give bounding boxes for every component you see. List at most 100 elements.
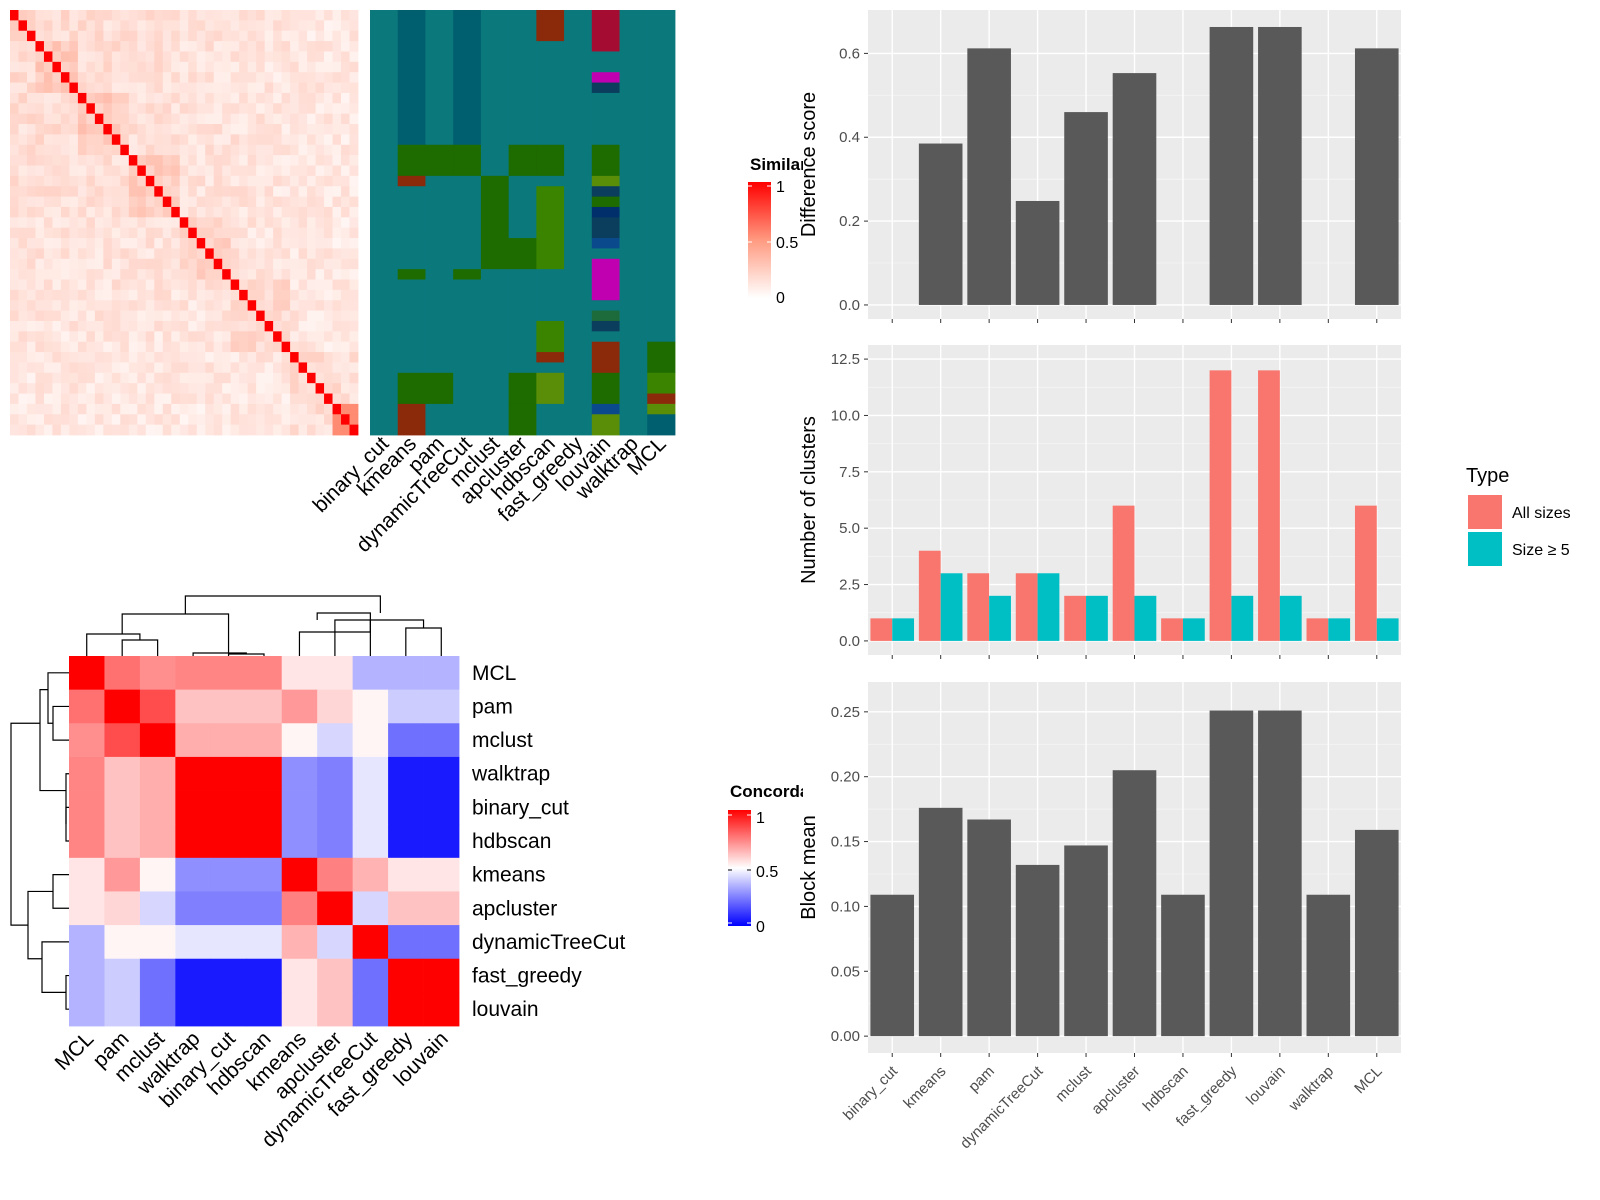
similarity-cell (341, 155, 350, 166)
similarity-cell (128, 341, 138, 353)
similarity-cell (103, 362, 113, 374)
similarity-cell (341, 72, 350, 83)
similarity-cell (179, 103, 189, 115)
similarity-cell (230, 289, 240, 301)
similarity-cell (69, 279, 79, 291)
similarity-cell (128, 320, 138, 332)
similarity-cell (145, 206, 155, 218)
concordance-cell (388, 689, 424, 724)
row-label-MCL: MCL (472, 662, 516, 685)
similarity-cell (154, 383, 164, 394)
similarity-cell (120, 196, 130, 208)
similarity-cell (264, 124, 274, 135)
similarity-cell (349, 279, 359, 291)
similarity-cell (69, 393, 79, 405)
similarity-cell (43, 196, 53, 208)
similarity-cell (26, 372, 36, 384)
similarity-cell (307, 103, 316, 115)
similarity-cell (171, 403, 181, 415)
similarity-cell (196, 258, 206, 270)
similarity-cell (162, 41, 172, 52)
similarity-cell (171, 269, 181, 280)
concordance-cell (388, 891, 424, 926)
similarity-cell (60, 175, 70, 187)
similarity-cell (120, 134, 130, 146)
similarity-cell (222, 217, 232, 229)
similarity-cell (281, 144, 291, 156)
bar-kmeans (918, 143, 963, 305)
similarity-cell (86, 113, 96, 125)
similarity-cell (10, 82, 19, 94)
similarity-cell (52, 248, 62, 260)
similarity-cell (52, 124, 62, 135)
similarity-cell (103, 51, 113, 63)
similarity-cell (60, 424, 70, 436)
similarity-cell (86, 196, 96, 208)
similarity-cell (281, 72, 291, 83)
similarity-cell (298, 331, 308, 343)
similarity-cell (332, 113, 342, 125)
similarity-cell (290, 206, 299, 218)
concordance-cell (281, 857, 318, 892)
similarity-cell (205, 196, 215, 208)
similarity-cell (86, 10, 96, 21)
class-cell (397, 269, 426, 280)
class-cell (591, 217, 620, 239)
similarity-heatmap (10, 10, 359, 436)
similarity-cell (315, 72, 325, 83)
similarity-cell (247, 424, 257, 436)
similarity-cell (26, 10, 36, 21)
similarity-cell (154, 362, 164, 374)
class-cell (397, 238, 426, 270)
similarity-cell (137, 300, 147, 312)
similarity-cell (52, 383, 62, 394)
class-cell (480, 269, 510, 436)
similarity-cell (281, 165, 291, 177)
similarity-cell (230, 352, 240, 363)
similarity-cell (171, 196, 181, 208)
similarity-cell (349, 424, 359, 436)
class-method-labels: binary_cutkmeanspamdynamicTreeCutmclusta… (309, 432, 671, 557)
concordance-cell (423, 656, 460, 691)
similarity-cell (18, 341, 28, 353)
similarity-cell (35, 20, 45, 32)
similarity-cell (256, 269, 266, 280)
similarity-cell (120, 424, 130, 436)
similarity-cell (145, 258, 155, 270)
similarity-cell (298, 248, 308, 260)
similarity-cell (196, 186, 206, 197)
concordance-cell (104, 857, 141, 892)
similarity-cell (298, 82, 308, 94)
concordance-column-dendrogram (86, 595, 442, 656)
similarity-cell (307, 82, 316, 94)
similarity-cell (77, 331, 87, 343)
similarity-cell (205, 217, 215, 229)
similarity-cell (162, 248, 172, 260)
similarity-cell (162, 362, 172, 374)
class-cell (370, 10, 399, 436)
similarity-cell (137, 269, 147, 280)
similarity-cell (10, 320, 19, 332)
concordance-cell (317, 891, 354, 926)
similarity-cell (18, 362, 28, 374)
similarity-cell (154, 310, 164, 322)
similarity-cell (213, 10, 223, 21)
similarity-cell (171, 217, 181, 229)
similarity-cell (162, 30, 172, 42)
similarity-cell (315, 206, 325, 218)
similarity-cell (332, 41, 342, 52)
similarity-cell (69, 331, 79, 343)
similarity-cell (230, 92, 240, 104)
concordance-cell (246, 689, 283, 724)
similarity-cell (222, 206, 232, 218)
similarity-cell (154, 61, 164, 73)
similarity-cell (128, 403, 138, 415)
class-cell (536, 372, 565, 405)
similarity-cell (213, 186, 223, 197)
similarity-cell (86, 414, 96, 426)
similarity-cell (35, 186, 45, 197)
y-axis-label: Number of clusters (798, 416, 820, 584)
similarity-cell (60, 300, 70, 312)
similarity-cell (290, 186, 299, 197)
